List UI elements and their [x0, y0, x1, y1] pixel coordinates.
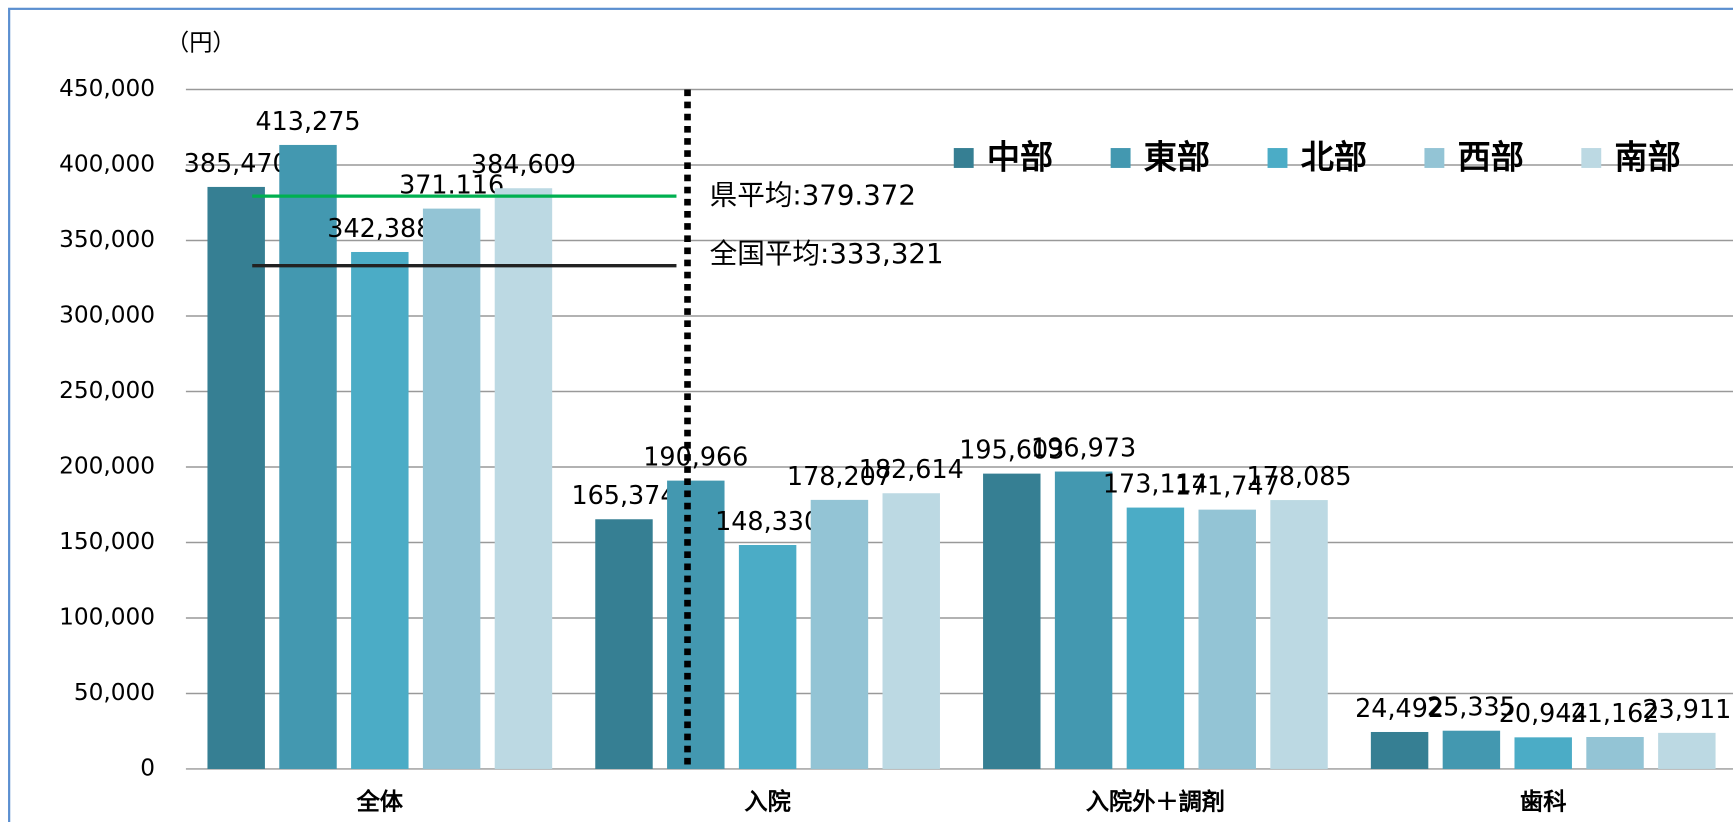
bar — [810, 499, 869, 769]
value-label: 23,911 — [1642, 694, 1731, 724]
legend-label: 東部 — [1144, 138, 1210, 177]
x-tick-label: 入院外＋調剤 — [1086, 789, 1225, 816]
legend-label: 北部 — [1301, 138, 1367, 177]
y-tick-label: 450,000 — [59, 75, 155, 102]
value-label: 165,374 — [571, 480, 676, 510]
value-label: 24,492 — [1355, 693, 1444, 723]
value-label: 171,747 — [1175, 471, 1280, 501]
bar — [1658, 732, 1716, 769]
value-label: 173,114 — [1103, 468, 1208, 498]
bar — [595, 519, 653, 769]
bar — [1370, 731, 1429, 769]
value-label: 21,162 — [1571, 698, 1660, 728]
legend-swatch — [953, 148, 974, 168]
y-tick-label: 350,000 — [59, 226, 155, 253]
bar — [738, 544, 797, 769]
legend-label: 西部 — [1458, 138, 1524, 177]
value-label: 182,614 — [859, 454, 964, 484]
reference-label: 全国平均:333,321 — [710, 237, 944, 270]
x-tick-label: 歯科 — [1520, 789, 1566, 816]
bar — [207, 186, 265, 769]
value-label: 20,944 — [1499, 698, 1588, 728]
value-label: 195,603 — [959, 435, 1064, 465]
y-unit: （円） — [166, 30, 236, 57]
y-tick-label: 300,000 — [59, 301, 155, 328]
bar — [1126, 507, 1185, 769]
value-label: 196,973 — [1031, 432, 1136, 462]
legend-label: 中部 — [987, 138, 1053, 177]
bar — [1514, 737, 1572, 769]
legend-swatch — [1267, 148, 1288, 168]
legend-swatch — [1581, 148, 1602, 168]
legend-swatch — [1424, 148, 1445, 168]
value-label: 384,609 — [471, 149, 576, 179]
value-label: 385,470 — [184, 148, 289, 178]
bar — [1198, 509, 1256, 769]
bar — [279, 144, 337, 769]
x-tick-label: 入院 — [744, 789, 790, 816]
bar — [667, 480, 725, 769]
legend-label: 南部 — [1614, 138, 1680, 177]
bar — [1054, 471, 1113, 769]
value-label: 342,388 — [327, 213, 432, 243]
bar — [1442, 730, 1501, 769]
value-label: 190,966 — [643, 442, 748, 472]
y-tick-label: 400,000 — [59, 150, 155, 177]
value-label: 25,335 — [1427, 692, 1516, 722]
value-label: 148,330 — [715, 506, 820, 536]
y-tick-label: 150,000 — [59, 528, 155, 555]
y-tick-label: 50,000 — [74, 679, 155, 706]
legend-swatch — [1110, 148, 1131, 168]
bar — [494, 188, 553, 769]
bar — [422, 208, 481, 769]
bar — [1270, 500, 1328, 769]
value-label: 413,275 — [255, 106, 360, 136]
y-tick-label: 250,000 — [59, 377, 155, 404]
y-tick-label: 0 — [140, 754, 155, 781]
bar — [1586, 737, 1644, 769]
bar — [351, 251, 409, 769]
bar — [882, 493, 940, 769]
y-tick-label: 100,000 — [59, 603, 155, 630]
reference-label: 県平均:379.372 — [710, 179, 916, 212]
x-tick-label: 全体 — [356, 789, 404, 816]
y-tick-label: 200,000 — [59, 452, 155, 479]
value-label: 178,085 — [1247, 461, 1352, 491]
value-label: 178,207 — [787, 461, 892, 491]
bar — [983, 473, 1041, 769]
